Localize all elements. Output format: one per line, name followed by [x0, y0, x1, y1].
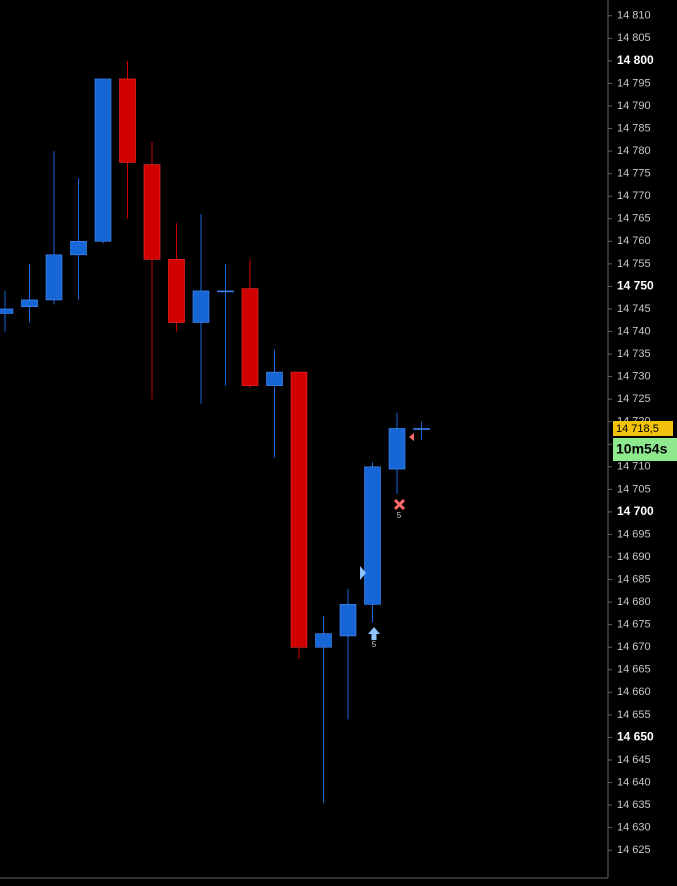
timer-box — [613, 438, 677, 461]
y-tick-label: 14 775 — [617, 168, 651, 180]
y-tick-label: 14 780 — [617, 145, 651, 157]
y-tick-label: 14 700 — [617, 504, 654, 518]
y-tick-label: 14 755 — [617, 258, 651, 270]
candle-body — [364, 466, 381, 605]
y-tick-label: 14 635 — [617, 799, 651, 811]
sell-x — [393, 498, 406, 511]
y-tick-label: 14 795 — [617, 77, 651, 89]
candle-body — [0, 308, 14, 314]
candle-body — [315, 633, 332, 648]
y-tick-label: 14 735 — [617, 348, 651, 360]
y-tick-label: 14 765 — [617, 213, 651, 225]
y-tick-label: 14 785 — [617, 122, 651, 134]
entry-triangle — [360, 566, 366, 580]
candle-body — [339, 604, 357, 637]
y-axis: 14 810 14 805 14 800 14 795 14 790 14 785 14 7… — [608, 10, 654, 856]
y-tick-label: 14 800 — [617, 53, 654, 67]
y-tick-label: 14 760 — [617, 235, 651, 247]
y-tick-label: 14 770 — [617, 190, 651, 202]
y-tick-label: 14 745 — [617, 303, 651, 315]
y-tick-label: 14 645 — [617, 754, 651, 766]
candle-body — [21, 299, 38, 308]
y-tick-label: 14 680 — [617, 596, 651, 608]
y-tick-label: 14 750 — [617, 279, 654, 293]
y-tick-label: 14 655 — [617, 709, 651, 721]
candle-body — [266, 371, 283, 386]
y-tick-label: 14 740 — [617, 325, 651, 337]
candle-body — [413, 428, 430, 430]
y-tick-label: 14 810 — [617, 10, 651, 22]
candle-body — [290, 371, 308, 648]
order-triangle — [409, 433, 414, 441]
y-tick-label: 14 675 — [617, 619, 651, 631]
y-tick-label: 14 685 — [617, 573, 651, 585]
last-price-label: 14 718,5 — [616, 423, 659, 435]
candle-body — [143, 164, 161, 260]
y-tick-label: 14 650 — [617, 730, 654, 744]
y-tick-label: 14 665 — [617, 664, 651, 676]
candle-body — [94, 78, 112, 242]
y-tick-label: 14 710 — [617, 461, 651, 473]
buy-arrow — [368, 627, 380, 640]
bar-timer: 10m54s — [616, 441, 668, 457]
y-tick-label: 14 670 — [617, 641, 651, 653]
candle-body — [388, 428, 406, 470]
plot-area — [0, 60, 430, 803]
y-tick-label: 14 725 — [617, 393, 651, 405]
candle-body — [192, 290, 210, 323]
y-tick-label: 14 630 — [617, 822, 651, 834]
y-tick-label: 14 790 — [617, 100, 651, 112]
y-tick-label: 14 640 — [617, 776, 651, 788]
candle-body — [217, 290, 234, 293]
candle-body — [70, 241, 87, 256]
candle-body — [168, 259, 185, 323]
y-tick-label: 14 660 — [617, 686, 651, 698]
y-tick-label: 14 705 — [617, 483, 651, 495]
buy-count: 5 — [372, 640, 377, 649]
y-tick-label: 14 625 — [617, 844, 651, 856]
candle-body — [119, 78, 136, 163]
candle-body — [241, 288, 259, 386]
y-tick-label: 14 690 — [617, 551, 651, 563]
last-price-box — [613, 421, 673, 436]
y-tick-label: 14 805 — [617, 32, 651, 44]
y-tick-label: 14 695 — [617, 528, 651, 540]
y-tick-label: 14 730 — [617, 371, 651, 383]
candle-body — [45, 254, 63, 301]
sell-count: 5 — [397, 511, 402, 520]
